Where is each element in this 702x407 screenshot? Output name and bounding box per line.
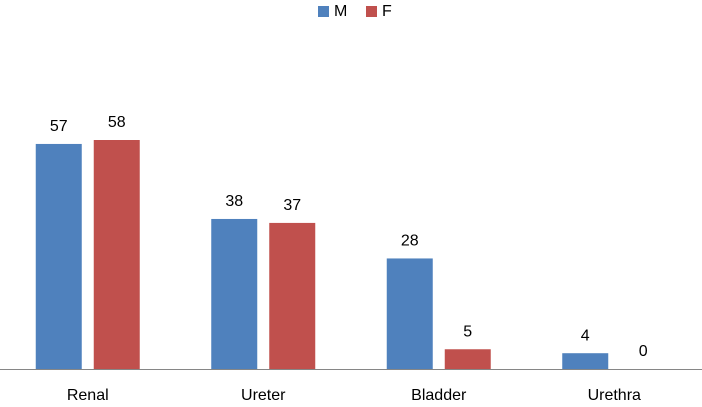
bar <box>35 143 82 369</box>
bar <box>93 140 140 369</box>
legend-swatch <box>366 6 377 17</box>
x-tick-label: Renal <box>67 387 109 404</box>
value-label: 5 <box>463 323 472 340</box>
legend-label: M <box>334 3 347 20</box>
legend-label: F <box>382 3 392 20</box>
bar <box>211 218 258 369</box>
bar <box>562 353 609 369</box>
bar <box>269 222 316 369</box>
x-tick-label: Bladder <box>411 387 467 404</box>
bar <box>444 349 491 369</box>
value-label: 38 <box>225 193 243 210</box>
x-tick-label: Ureter <box>241 387 286 404</box>
value-label: 0 <box>639 343 648 360</box>
value-label: 57 <box>50 118 68 135</box>
value-label: 58 <box>108 114 126 131</box>
legend-swatch <box>318 6 329 17</box>
bar <box>386 258 433 369</box>
value-label: 28 <box>401 233 419 250</box>
value-label: 37 <box>283 197 301 214</box>
x-tick-label: Urethra <box>588 387 641 404</box>
value-label: 4 <box>581 327 590 344</box>
